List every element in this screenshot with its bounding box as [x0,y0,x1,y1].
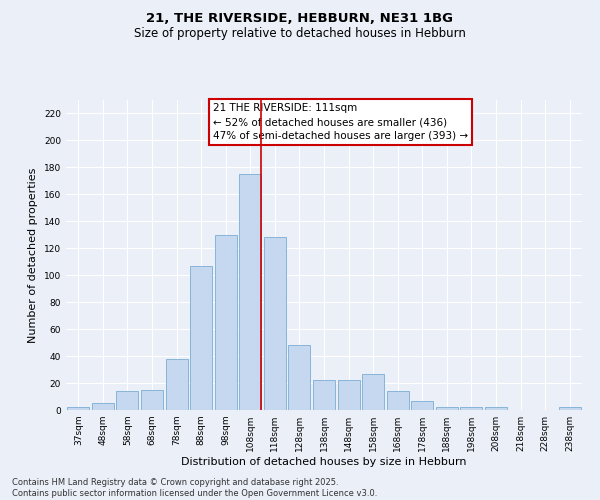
Bar [362,374,384,410]
Bar [289,346,310,410]
Bar [485,408,507,410]
Y-axis label: Number of detached properties: Number of detached properties [28,168,38,342]
Bar [166,359,188,410]
Bar [559,408,581,410]
Bar [411,400,433,410]
Bar [141,390,163,410]
Text: 21, THE RIVERSIDE, HEBBURN, NE31 1BG: 21, THE RIVERSIDE, HEBBURN, NE31 1BG [146,12,454,26]
Bar [386,391,409,410]
Bar [239,174,262,410]
Text: Size of property relative to detached houses in Hebburn: Size of property relative to detached ho… [134,28,466,40]
Bar [116,391,139,410]
Bar [67,408,89,410]
Text: Contains HM Land Registry data © Crown copyright and database right 2025.
Contai: Contains HM Land Registry data © Crown c… [12,478,377,498]
Bar [92,404,114,410]
Bar [264,238,286,410]
Bar [190,266,212,410]
Bar [436,408,458,410]
X-axis label: Distribution of detached houses by size in Hebburn: Distribution of detached houses by size … [181,457,467,467]
Bar [338,380,359,410]
Text: 21 THE RIVERSIDE: 111sqm
← 52% of detached houses are smaller (436)
47% of semi-: 21 THE RIVERSIDE: 111sqm ← 52% of detach… [213,103,468,141]
Bar [313,380,335,410]
Bar [460,408,482,410]
Bar [215,235,237,410]
